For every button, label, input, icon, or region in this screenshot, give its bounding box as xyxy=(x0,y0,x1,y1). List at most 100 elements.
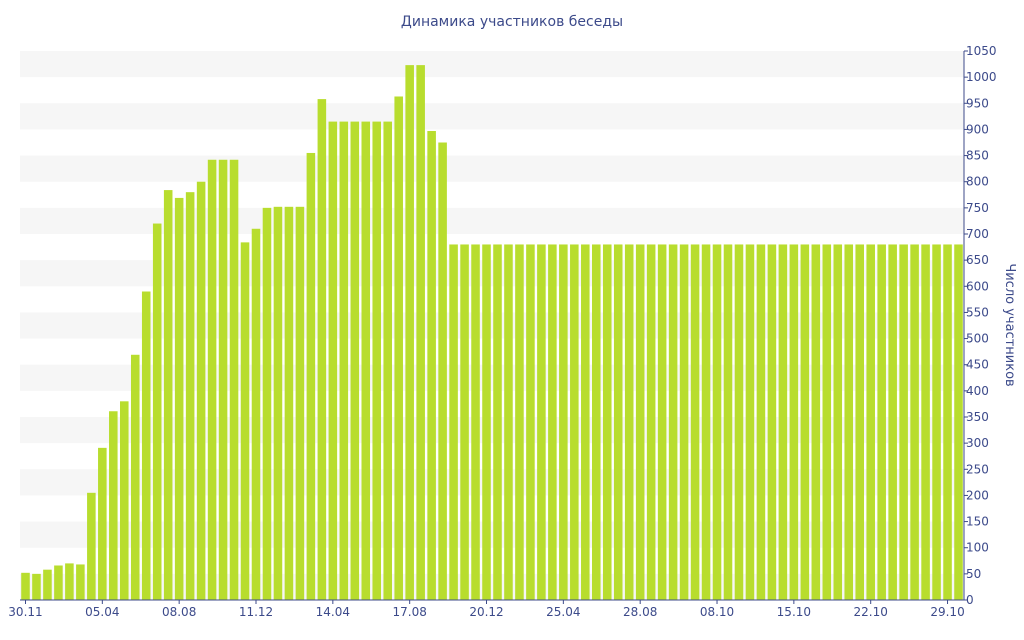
bar xyxy=(339,121,349,600)
bar xyxy=(141,291,151,600)
bar xyxy=(416,65,425,601)
bar xyxy=(910,244,919,600)
y-tick-label: 100 xyxy=(966,541,989,555)
bar xyxy=(701,244,711,600)
x-tick-label: 14.04 xyxy=(316,605,350,619)
bar xyxy=(43,569,52,600)
x-tick-label: 29.10 xyxy=(930,605,964,619)
bar xyxy=(537,244,546,600)
bar xyxy=(394,96,403,601)
grid-band xyxy=(20,364,964,391)
bar xyxy=(624,244,634,600)
bar xyxy=(54,565,63,600)
y-tick-label: 900 xyxy=(966,122,989,136)
y-tick-label: 400 xyxy=(966,384,989,398)
y-tick-label: 1000 xyxy=(966,70,997,84)
bar xyxy=(317,99,327,600)
bar xyxy=(405,65,414,601)
x-tick-label: 15.10 xyxy=(777,605,811,619)
bar xyxy=(679,244,689,600)
y-tick-label: 50 xyxy=(966,567,981,581)
grid-band xyxy=(20,260,964,287)
bar xyxy=(350,121,360,600)
bar xyxy=(756,244,766,600)
bar xyxy=(515,244,524,600)
bar xyxy=(888,244,897,600)
x-tick-label: 05.04 xyxy=(85,605,119,619)
bar xyxy=(877,244,886,600)
grid-band xyxy=(20,417,964,444)
bar xyxy=(855,244,864,600)
bar xyxy=(734,244,744,600)
grid-band xyxy=(20,207,964,234)
x-tick-label: 08.10 xyxy=(700,605,734,619)
bar xyxy=(767,244,777,600)
bar xyxy=(251,228,261,600)
bar xyxy=(449,244,458,600)
y-tick-label: 550 xyxy=(966,305,989,319)
bar xyxy=(943,244,952,600)
y-tick-label: 150 xyxy=(966,515,989,529)
bar xyxy=(668,244,678,600)
bar xyxy=(932,244,941,600)
bar xyxy=(613,244,623,600)
x-tick-label: 22.10 xyxy=(854,605,888,619)
grid-band xyxy=(20,103,964,130)
x-tick-label: 08.08 xyxy=(162,605,196,619)
bar xyxy=(306,152,316,600)
grid-band xyxy=(20,573,964,600)
y-tick-label: 350 xyxy=(966,410,989,424)
y-tick-label: 650 xyxy=(966,253,989,267)
y-tick-label: 700 xyxy=(966,227,989,241)
bar xyxy=(240,242,250,600)
bar xyxy=(130,354,140,600)
bar xyxy=(120,401,129,600)
bar xyxy=(504,244,513,600)
bar xyxy=(482,244,491,600)
bar xyxy=(152,223,162,601)
bar xyxy=(196,181,206,600)
bar xyxy=(383,121,392,600)
bar xyxy=(98,447,107,600)
y-axis: 0 50 100 150 200 250 300 350 400 450 500 550 600 650 7… xyxy=(963,44,997,607)
x-tick-label: 28.08 xyxy=(623,605,657,619)
y-tick-label: 750 xyxy=(966,201,989,215)
bar xyxy=(273,206,283,600)
bar xyxy=(207,159,217,600)
bar xyxy=(592,244,601,600)
bar xyxy=(284,206,294,600)
bar xyxy=(833,244,843,600)
x-tick-label: 17.08 xyxy=(392,605,426,619)
bar xyxy=(899,244,908,600)
y-tick-label: 200 xyxy=(966,488,989,502)
bar xyxy=(163,190,173,600)
bar xyxy=(548,244,557,600)
grid-band xyxy=(20,469,964,496)
y-tick-label: 1050 xyxy=(966,44,997,58)
y-tick-label: 600 xyxy=(966,279,989,293)
bar xyxy=(570,244,579,600)
bar xyxy=(800,244,810,600)
bars-group xyxy=(21,65,963,601)
bar xyxy=(372,121,382,600)
bar xyxy=(76,564,85,600)
y-tick-label: 800 xyxy=(966,175,989,189)
grid-bands xyxy=(20,51,964,600)
y-tick-label: 500 xyxy=(966,332,989,346)
x-tick-label: 20.12 xyxy=(469,605,503,619)
bar xyxy=(723,244,733,600)
bar xyxy=(526,244,535,600)
x-tick-label: 11.12 xyxy=(239,605,273,619)
x-axis: 30.11 05.04 08.08 11.12 14.04 17.08 20.12 25.04… xyxy=(8,599,965,619)
bar xyxy=(635,244,645,600)
y-tick-label: 850 xyxy=(966,149,989,163)
bar xyxy=(21,572,30,600)
bar xyxy=(954,244,963,600)
bar xyxy=(185,192,195,601)
grid-band xyxy=(20,155,964,182)
bar xyxy=(262,207,272,601)
bar xyxy=(109,411,118,600)
bar xyxy=(87,492,96,600)
chart-title: Динамика участников беседы xyxy=(400,14,624,30)
